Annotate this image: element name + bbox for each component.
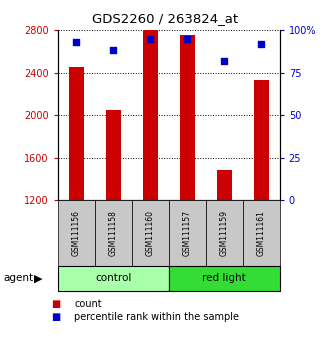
Text: GSM111160: GSM111160 (146, 210, 155, 256)
Point (74, 39, 79, 45)
Point (148, 36, 153, 41)
Text: ■: ■ (51, 312, 61, 322)
Bar (106, 110, 121, 200)
Text: ▶: ▶ (34, 273, 42, 283)
Bar (217, 170, 232, 200)
Text: GSM111156: GSM111156 (72, 210, 81, 256)
Point (259, 41, 264, 46)
Bar (254, 80, 269, 200)
Point (221, 58, 227, 63)
Text: ■: ■ (51, 299, 61, 309)
Text: GSM111159: GSM111159 (220, 210, 229, 256)
Bar (143, 30, 158, 200)
Bar (180, 35, 195, 200)
Text: GSM111158: GSM111158 (109, 210, 118, 256)
Text: agent: agent (3, 273, 33, 283)
Text: GSM111161: GSM111161 (257, 210, 266, 256)
Text: red light: red light (202, 273, 246, 283)
Point (185, 36, 190, 41)
Text: GDS2260 / 263824_at: GDS2260 / 263824_at (92, 12, 239, 25)
Text: control: control (95, 273, 131, 283)
Bar (69, 67, 84, 200)
Text: GSM111157: GSM111157 (183, 210, 192, 256)
Text: count: count (74, 299, 102, 309)
Text: percentile rank within the sample: percentile rank within the sample (74, 312, 239, 322)
Point (111, 48, 116, 53)
